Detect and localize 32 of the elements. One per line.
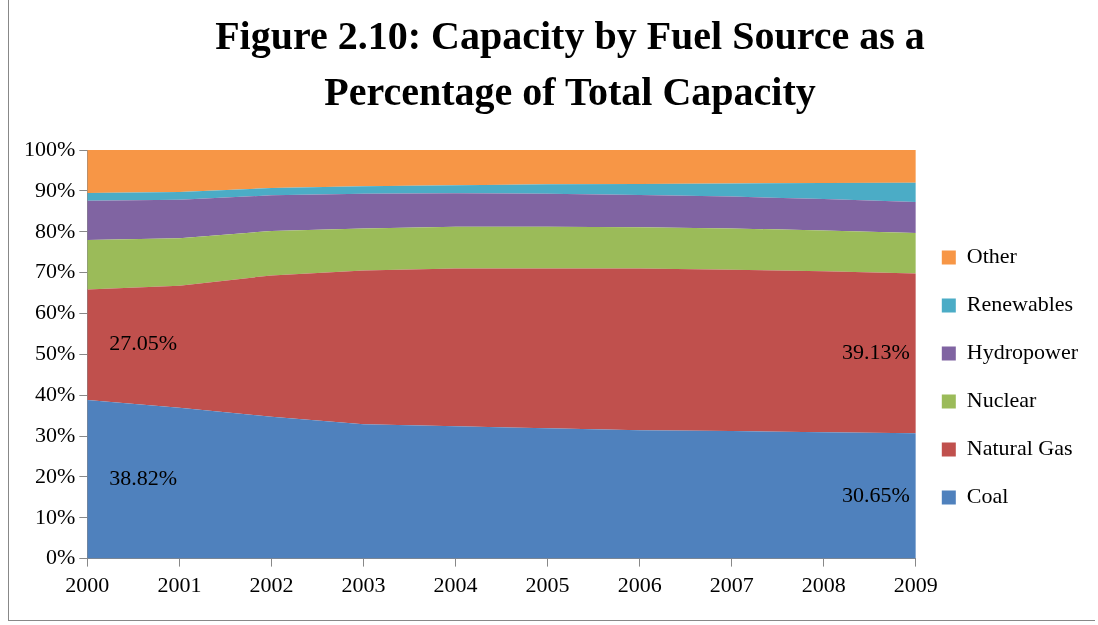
y-tick-label: 0% [46, 544, 76, 570]
x-tick-label: 2006 [617, 571, 662, 597]
x-tick-label: 2007 [709, 571, 754, 597]
y-tick-label: 50% [35, 340, 76, 366]
x-tick-label: 2004 [433, 571, 478, 597]
x-tick-label: 2008 [801, 571, 846, 597]
legend-label: Other [966, 243, 1018, 269]
legend-label: Nuclear [966, 387, 1038, 413]
data-label: 27.05% [109, 330, 178, 356]
legend-label: Natural Gas [966, 435, 1073, 461]
y-tick-label: 30% [35, 421, 76, 447]
data-label: 39.13% [841, 339, 910, 365]
y-tick-label: 60% [35, 299, 76, 325]
legend-label: Coal [966, 483, 1009, 509]
x-tick-label: 2002 [249, 571, 294, 597]
x-tick-label: 2005 [525, 571, 570, 597]
chart-title: Figure 2.10: Capacity by Fuel Source as a Percentage of Total Capacity [214, 12, 926, 116]
y-tick-label: 100% [24, 135, 76, 161]
data-label: 38.82% [109, 465, 178, 491]
x-tick-label: 2000 [65, 571, 110, 597]
x-tick-label: 2009 [893, 571, 938, 597]
legend-label: Renewables [966, 291, 1074, 317]
y-tick-label: 20% [35, 462, 76, 488]
y-tick-label: 90% [35, 176, 76, 202]
data-label: 30.65% [841, 481, 910, 507]
y-tick-label: 40% [35, 380, 76, 406]
y-tick-label: 10% [35, 503, 76, 529]
x-tick-label: 2001 [157, 571, 202, 597]
y-tick-label: 80% [35, 217, 76, 243]
y-tick-label: 70% [35, 258, 76, 284]
legend-label: Hydropower [966, 339, 1079, 365]
x-tick-label: 2003 [341, 571, 386, 597]
